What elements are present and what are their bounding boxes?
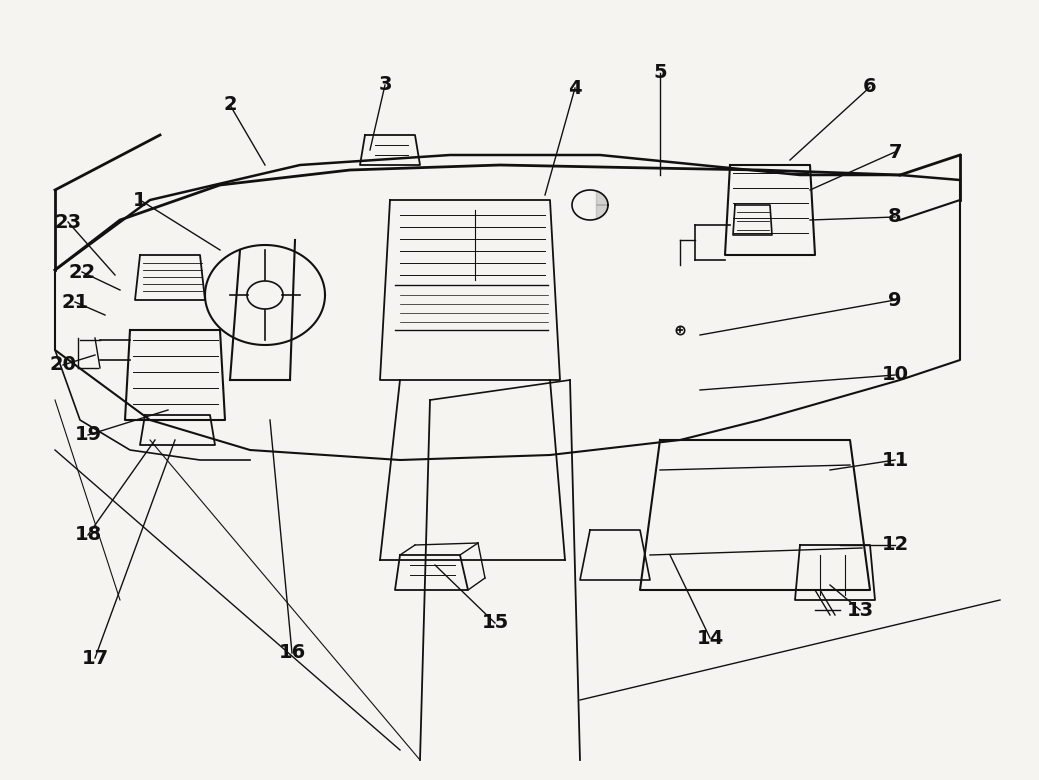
Text: 18: 18 xyxy=(75,526,102,544)
Text: 17: 17 xyxy=(81,648,108,668)
Text: 11: 11 xyxy=(881,451,909,470)
Text: 19: 19 xyxy=(75,426,102,445)
Text: 15: 15 xyxy=(481,614,509,633)
Text: 9: 9 xyxy=(888,290,902,310)
Text: 12: 12 xyxy=(881,536,909,555)
Text: 1: 1 xyxy=(133,190,146,210)
Text: 20: 20 xyxy=(50,356,77,374)
Text: 22: 22 xyxy=(69,263,96,282)
Text: 5: 5 xyxy=(654,63,667,83)
Text: 21: 21 xyxy=(61,292,88,311)
Text: 6: 6 xyxy=(863,77,877,97)
Text: 10: 10 xyxy=(881,366,908,385)
Text: 13: 13 xyxy=(847,601,874,619)
Text: 23: 23 xyxy=(54,212,82,232)
Text: 3: 3 xyxy=(378,76,392,94)
Text: 4: 4 xyxy=(568,79,582,98)
Text: 7: 7 xyxy=(888,143,902,161)
Text: 2: 2 xyxy=(223,95,237,115)
Text: 14: 14 xyxy=(696,629,723,647)
Text: 8: 8 xyxy=(888,207,902,226)
Text: 16: 16 xyxy=(278,644,305,662)
